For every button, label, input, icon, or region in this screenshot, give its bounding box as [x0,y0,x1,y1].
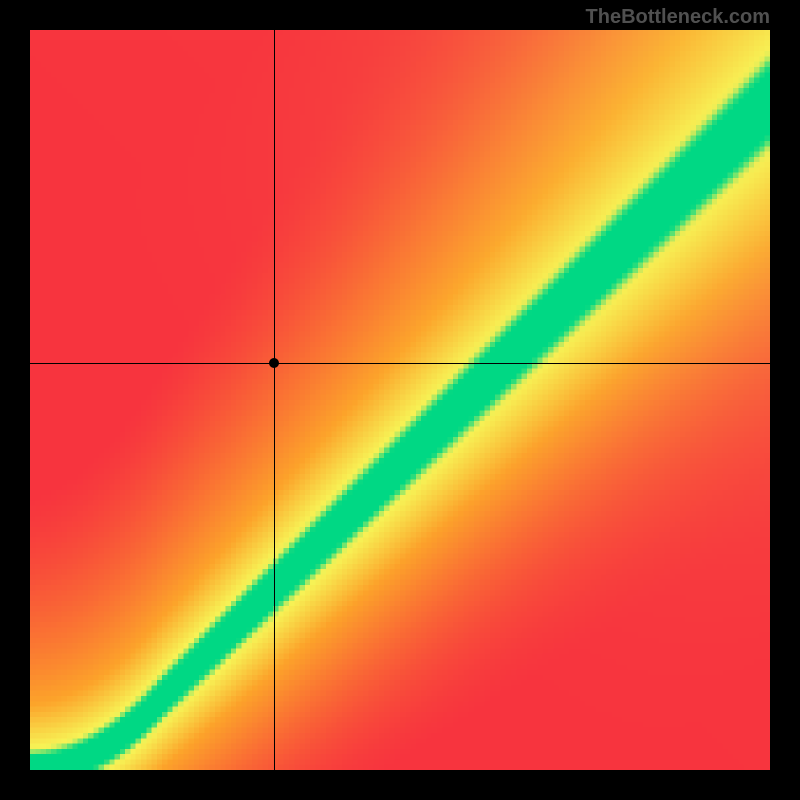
crosshair-vertical [274,30,275,770]
watermark-text: TheBottleneck.com [586,6,770,29]
crosshair-horizontal [30,363,770,364]
heatmap-plot [30,30,770,770]
chart-container: TheBottleneck.com [0,0,800,800]
